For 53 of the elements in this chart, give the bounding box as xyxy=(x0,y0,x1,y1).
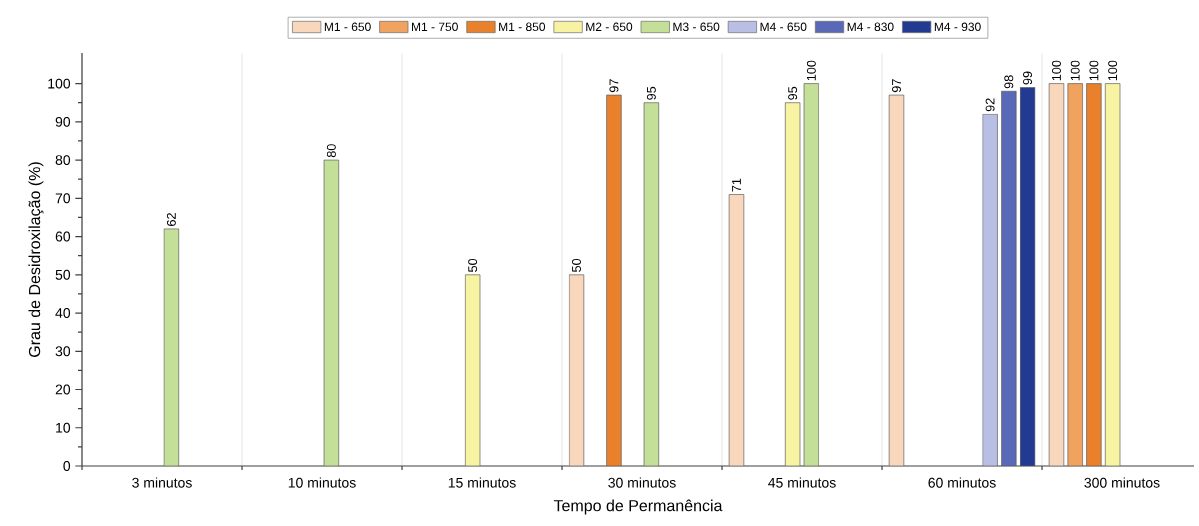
bar xyxy=(606,94,622,466)
y-tick-label: 20 xyxy=(55,384,71,395)
data-label: 71 xyxy=(732,178,741,192)
data-label: 92 xyxy=(985,98,995,112)
x-tick-label: 15 minutos xyxy=(448,477,516,488)
data-label: 100 xyxy=(1089,60,1099,81)
bar xyxy=(323,159,340,466)
y-tick-label: 50 xyxy=(55,269,71,280)
y-tick-label: 100 xyxy=(48,78,71,89)
x-axis-title: Tempo de Permanência xyxy=(553,499,723,515)
y-tick-label: 40 xyxy=(55,308,71,318)
bar xyxy=(643,102,660,466)
y-tick-label: 60 xyxy=(55,231,71,242)
bar xyxy=(163,228,180,466)
data-label: 100 xyxy=(1108,60,1118,81)
y-tick-label: 80 xyxy=(55,155,71,166)
bar xyxy=(1019,87,1036,466)
y-tick-label: 90 xyxy=(55,116,71,127)
data-label: 80 xyxy=(326,144,336,158)
x-tick-label: 45 minutos xyxy=(768,477,836,488)
data-label: 95 xyxy=(788,86,798,100)
legend-label: M1 - 850 xyxy=(499,22,546,32)
x-tick-label: 10 minutos xyxy=(288,477,356,488)
data-label: 97 xyxy=(609,79,619,93)
bar xyxy=(803,83,820,466)
legend-label: M4 - 830 xyxy=(847,22,894,32)
legend-label: M1 - 650 xyxy=(324,22,371,32)
data-label: 97 xyxy=(892,79,901,93)
legend-label: M3 - 650 xyxy=(673,22,720,32)
bar xyxy=(982,113,998,466)
data-label: 50 xyxy=(468,258,478,272)
y-axis-title: Grau de Desidroxilação (%) xyxy=(28,162,44,357)
x-tick-label: 30 minutos xyxy=(608,477,676,488)
x-tick-label: 300 minutos xyxy=(1084,477,1160,488)
data-label: 62 xyxy=(166,213,176,226)
data-label: 100 xyxy=(1070,60,1080,81)
legend-label: M1 - 750 xyxy=(412,22,458,32)
x-tick-label: 3 minutos xyxy=(132,477,192,488)
legend-label: M4 - 650 xyxy=(760,22,807,32)
y-tick-label: 30 xyxy=(55,346,71,357)
data-label: 50 xyxy=(572,258,581,272)
data-label: 100 xyxy=(1052,60,1061,81)
y-tick-label: 0 xyxy=(63,461,71,471)
x-tick-label: 60 minutos xyxy=(928,477,996,488)
data-label: 98 xyxy=(1004,75,1014,89)
y-tick-label: 10 xyxy=(56,422,71,433)
data-label: 100 xyxy=(806,60,816,81)
y-tick-label: 70 xyxy=(55,193,71,204)
legend-label: M4 - 930 xyxy=(934,22,981,32)
data-label: 95 xyxy=(646,86,656,100)
legend-label: M2 - 650 xyxy=(586,22,633,32)
bar xyxy=(1086,83,1102,466)
data-label: 99 xyxy=(1023,71,1033,85)
